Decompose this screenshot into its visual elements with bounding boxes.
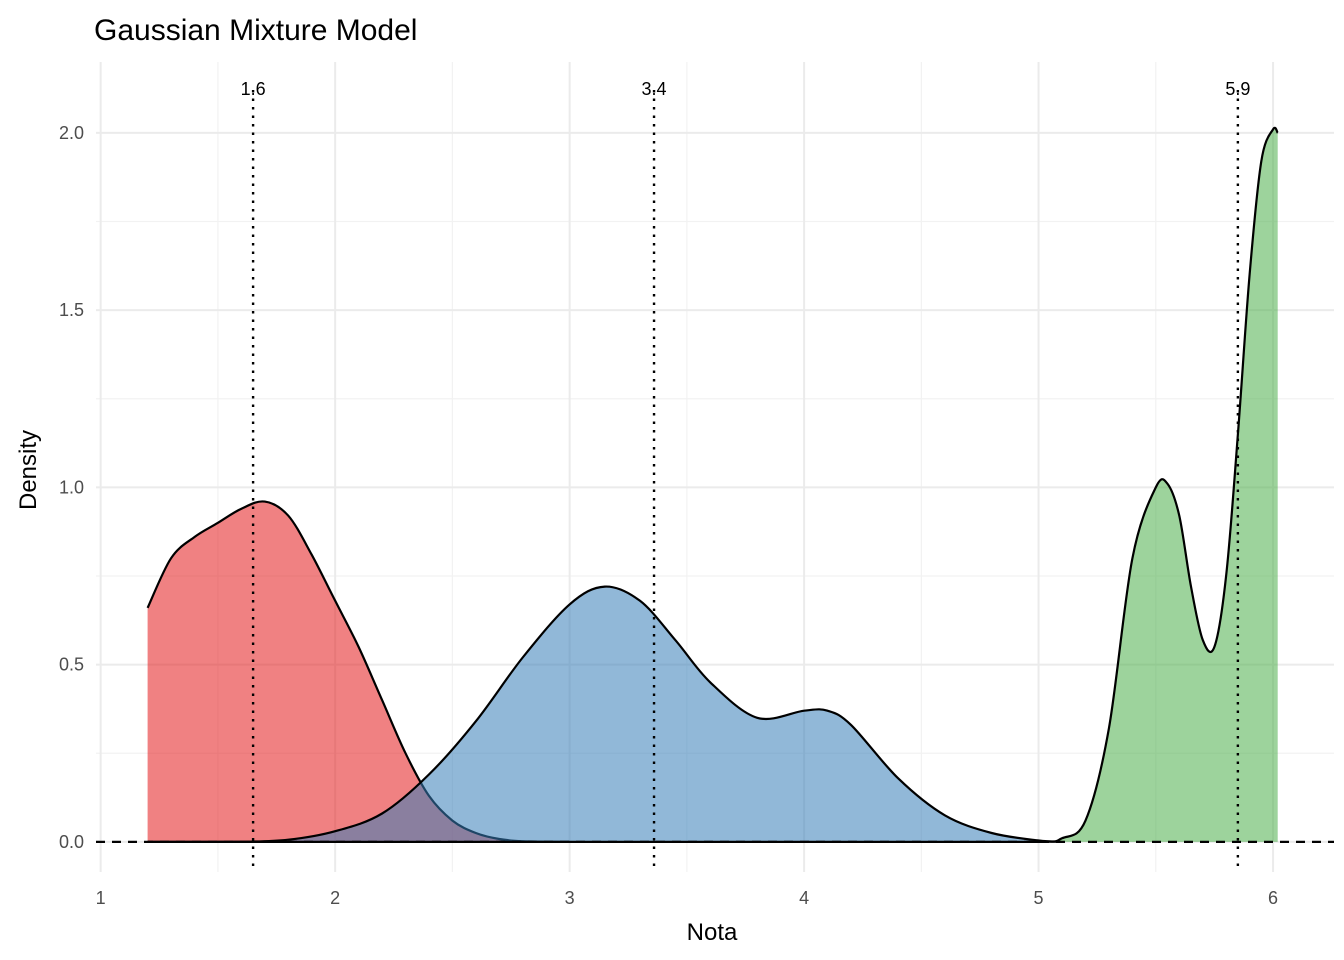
density-area-3 [147,127,1278,842]
y-tick-label: 1.5 [59,300,84,320]
x-tick-label: 4 [799,888,809,908]
density-areas [146,126,1279,844]
x-tick-label: 5 [1034,888,1044,908]
x-tick-label: 3 [565,888,575,908]
density-curve-3 [147,126,1279,844]
x-tick-label: 1 [96,888,106,908]
density-area-1 [147,501,570,842]
y-tick-label: 1.0 [59,477,84,497]
chart-title: Gaussian Mixture Model [94,14,417,47]
mean-line-label: 3.4 [642,79,667,99]
y-tick-label: 0.0 [59,832,84,852]
y-tick-label: 2.0 [59,123,84,143]
x-tick-label: 2 [330,888,340,908]
mean-line-label: 5.9 [1225,79,1250,99]
axis-tick-labels: 1 2 3 4 5 6 0.0 0.5 1.0 1.5 2.0 [59,123,1278,908]
mean-lines: 1.6 3.4 5.9 [241,79,1250,872]
x-tick-label: 6 [1268,888,1278,908]
x-axis-title: Nota [687,919,738,946]
y-tick-label: 0.5 [59,655,84,675]
y-axis-title: Density [15,430,42,510]
density-area-2 [147,586,1063,842]
mean-line-label: 1.6 [241,79,266,99]
density-curve-2 [147,585,1063,843]
